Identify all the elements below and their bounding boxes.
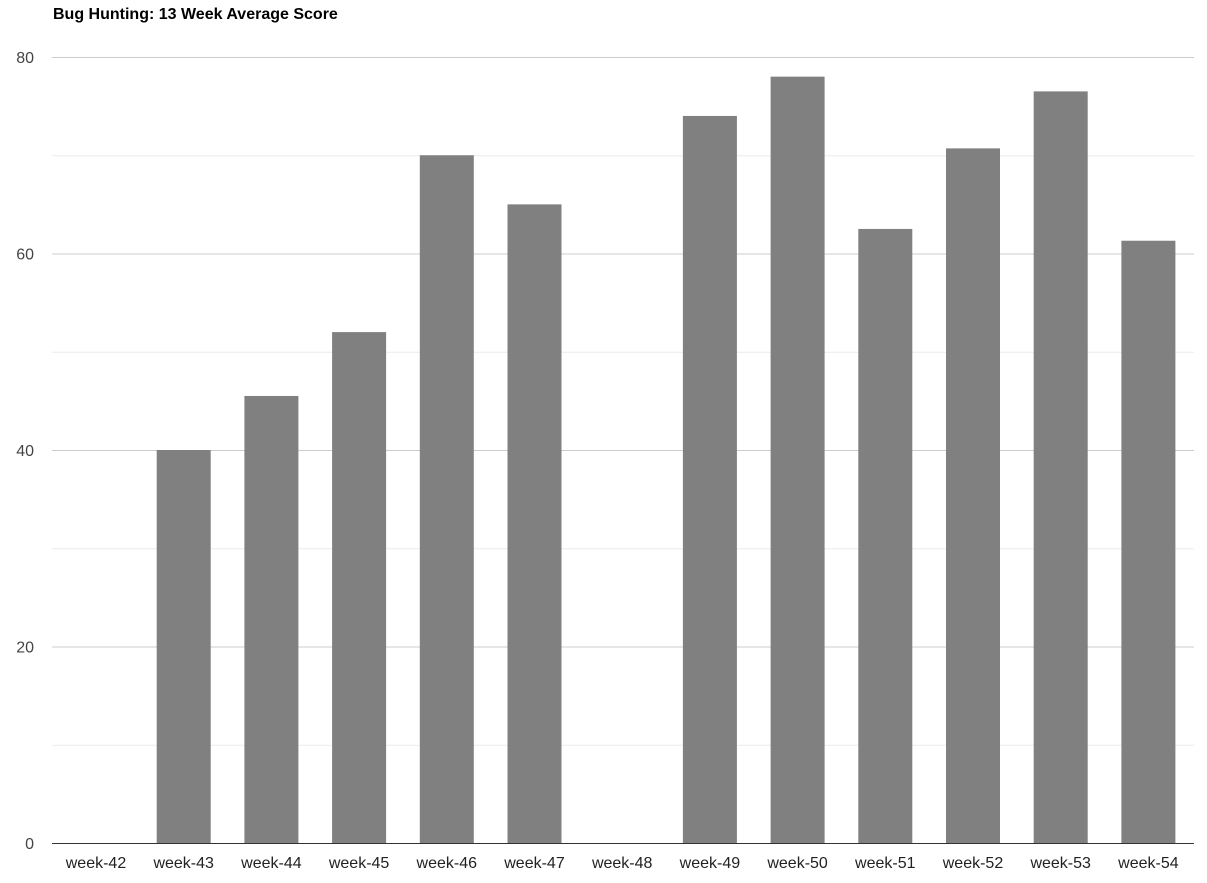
bar xyxy=(244,395,299,843)
y-tick-label: 0 xyxy=(25,836,34,853)
x-tick-label: week-42 xyxy=(65,855,127,872)
x-tick-label: week-45 xyxy=(328,855,390,872)
y-tick-label: 80 xyxy=(16,50,34,67)
y-tick-label: 20 xyxy=(16,640,34,657)
bar xyxy=(858,228,913,843)
bars xyxy=(156,76,1176,844)
x-tick-label: week-49 xyxy=(679,855,741,872)
x-tick-label: week-47 xyxy=(503,855,565,872)
bar xyxy=(946,148,1000,843)
x-tick-label: week-53 xyxy=(1029,855,1091,872)
bar xyxy=(507,204,562,843)
bar xyxy=(1121,240,1176,844)
x-tick-label: week-48 xyxy=(591,855,653,872)
bar xyxy=(770,76,825,843)
chart-title: Bug Hunting: 13 Week Average Score xyxy=(53,6,338,23)
y-axis-ticks: 0 20 40 60 80 xyxy=(16,50,34,853)
x-tick-label: week-46 xyxy=(416,855,478,872)
bar xyxy=(682,115,737,843)
y-tick-label: 40 xyxy=(16,443,34,460)
x-tick-label: week-50 xyxy=(766,855,828,872)
bar xyxy=(332,332,387,843)
x-tick-label: week-43 xyxy=(152,855,214,872)
bar xyxy=(419,155,474,843)
x-tick-label: week-51 xyxy=(854,855,916,872)
x-tick-label: week-44 xyxy=(240,855,302,872)
bar xyxy=(156,450,211,843)
bar xyxy=(1033,91,1088,843)
y-tick-label: 60 xyxy=(16,247,34,264)
x-axis-labels: week-42 week-43 week-44 week-45 week-46 week-… xyxy=(65,855,1179,872)
x-tick-label: week-52 xyxy=(942,855,1004,872)
gridlines xyxy=(52,57,1194,746)
x-tick-label: week-54 xyxy=(1117,855,1179,872)
